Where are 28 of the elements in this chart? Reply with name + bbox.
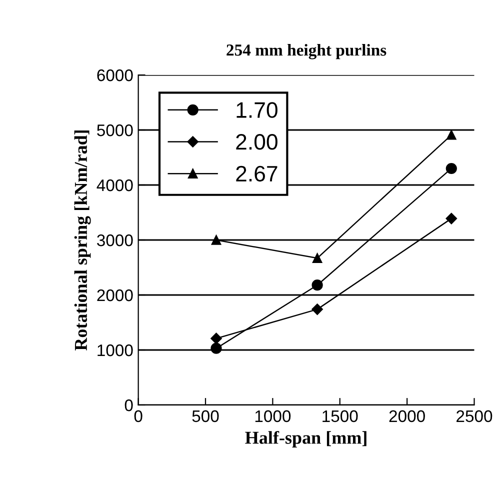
y-tick-label: 4000 <box>96 179 133 192</box>
x-tick-label: 2500 <box>456 410 492 422</box>
point <box>312 253 322 264</box>
point <box>446 162 457 174</box>
legend-label: 1.70 <box>236 102 278 118</box>
x-tick-label: 0 <box>134 410 142 422</box>
y-tick-label: 3000 <box>97 234 133 246</box>
legend-label: 2.00 <box>236 134 278 150</box>
y-tick-label: 5000 <box>97 124 133 136</box>
point <box>211 235 222 245</box>
x-tick-label: 2000 <box>389 410 425 422</box>
y-tick-label: 0 <box>124 399 133 412</box>
point <box>210 332 222 344</box>
point <box>312 280 323 291</box>
point <box>210 342 222 354</box>
y-tick-label: 1000 <box>98 344 133 356</box>
point <box>446 212 458 224</box>
y-tick-label: 2000 <box>97 289 133 302</box>
chart-title: 254 mm height purlins <box>226 44 386 60</box>
x-tick-label: 500 <box>192 410 219 422</box>
point <box>446 130 456 140</box>
x-tick-label: 1500 <box>322 410 358 422</box>
x-tick-label: 1000 <box>255 410 291 422</box>
point <box>312 304 323 315</box>
y-axis-title: Rotational spring [kNm/rad] <box>74 130 91 351</box>
legend-label: 2.67 <box>236 166 278 182</box>
y-tick-label: 6000 <box>97 69 133 82</box>
x-axis-title: Half-span [mm] <box>245 430 366 448</box>
